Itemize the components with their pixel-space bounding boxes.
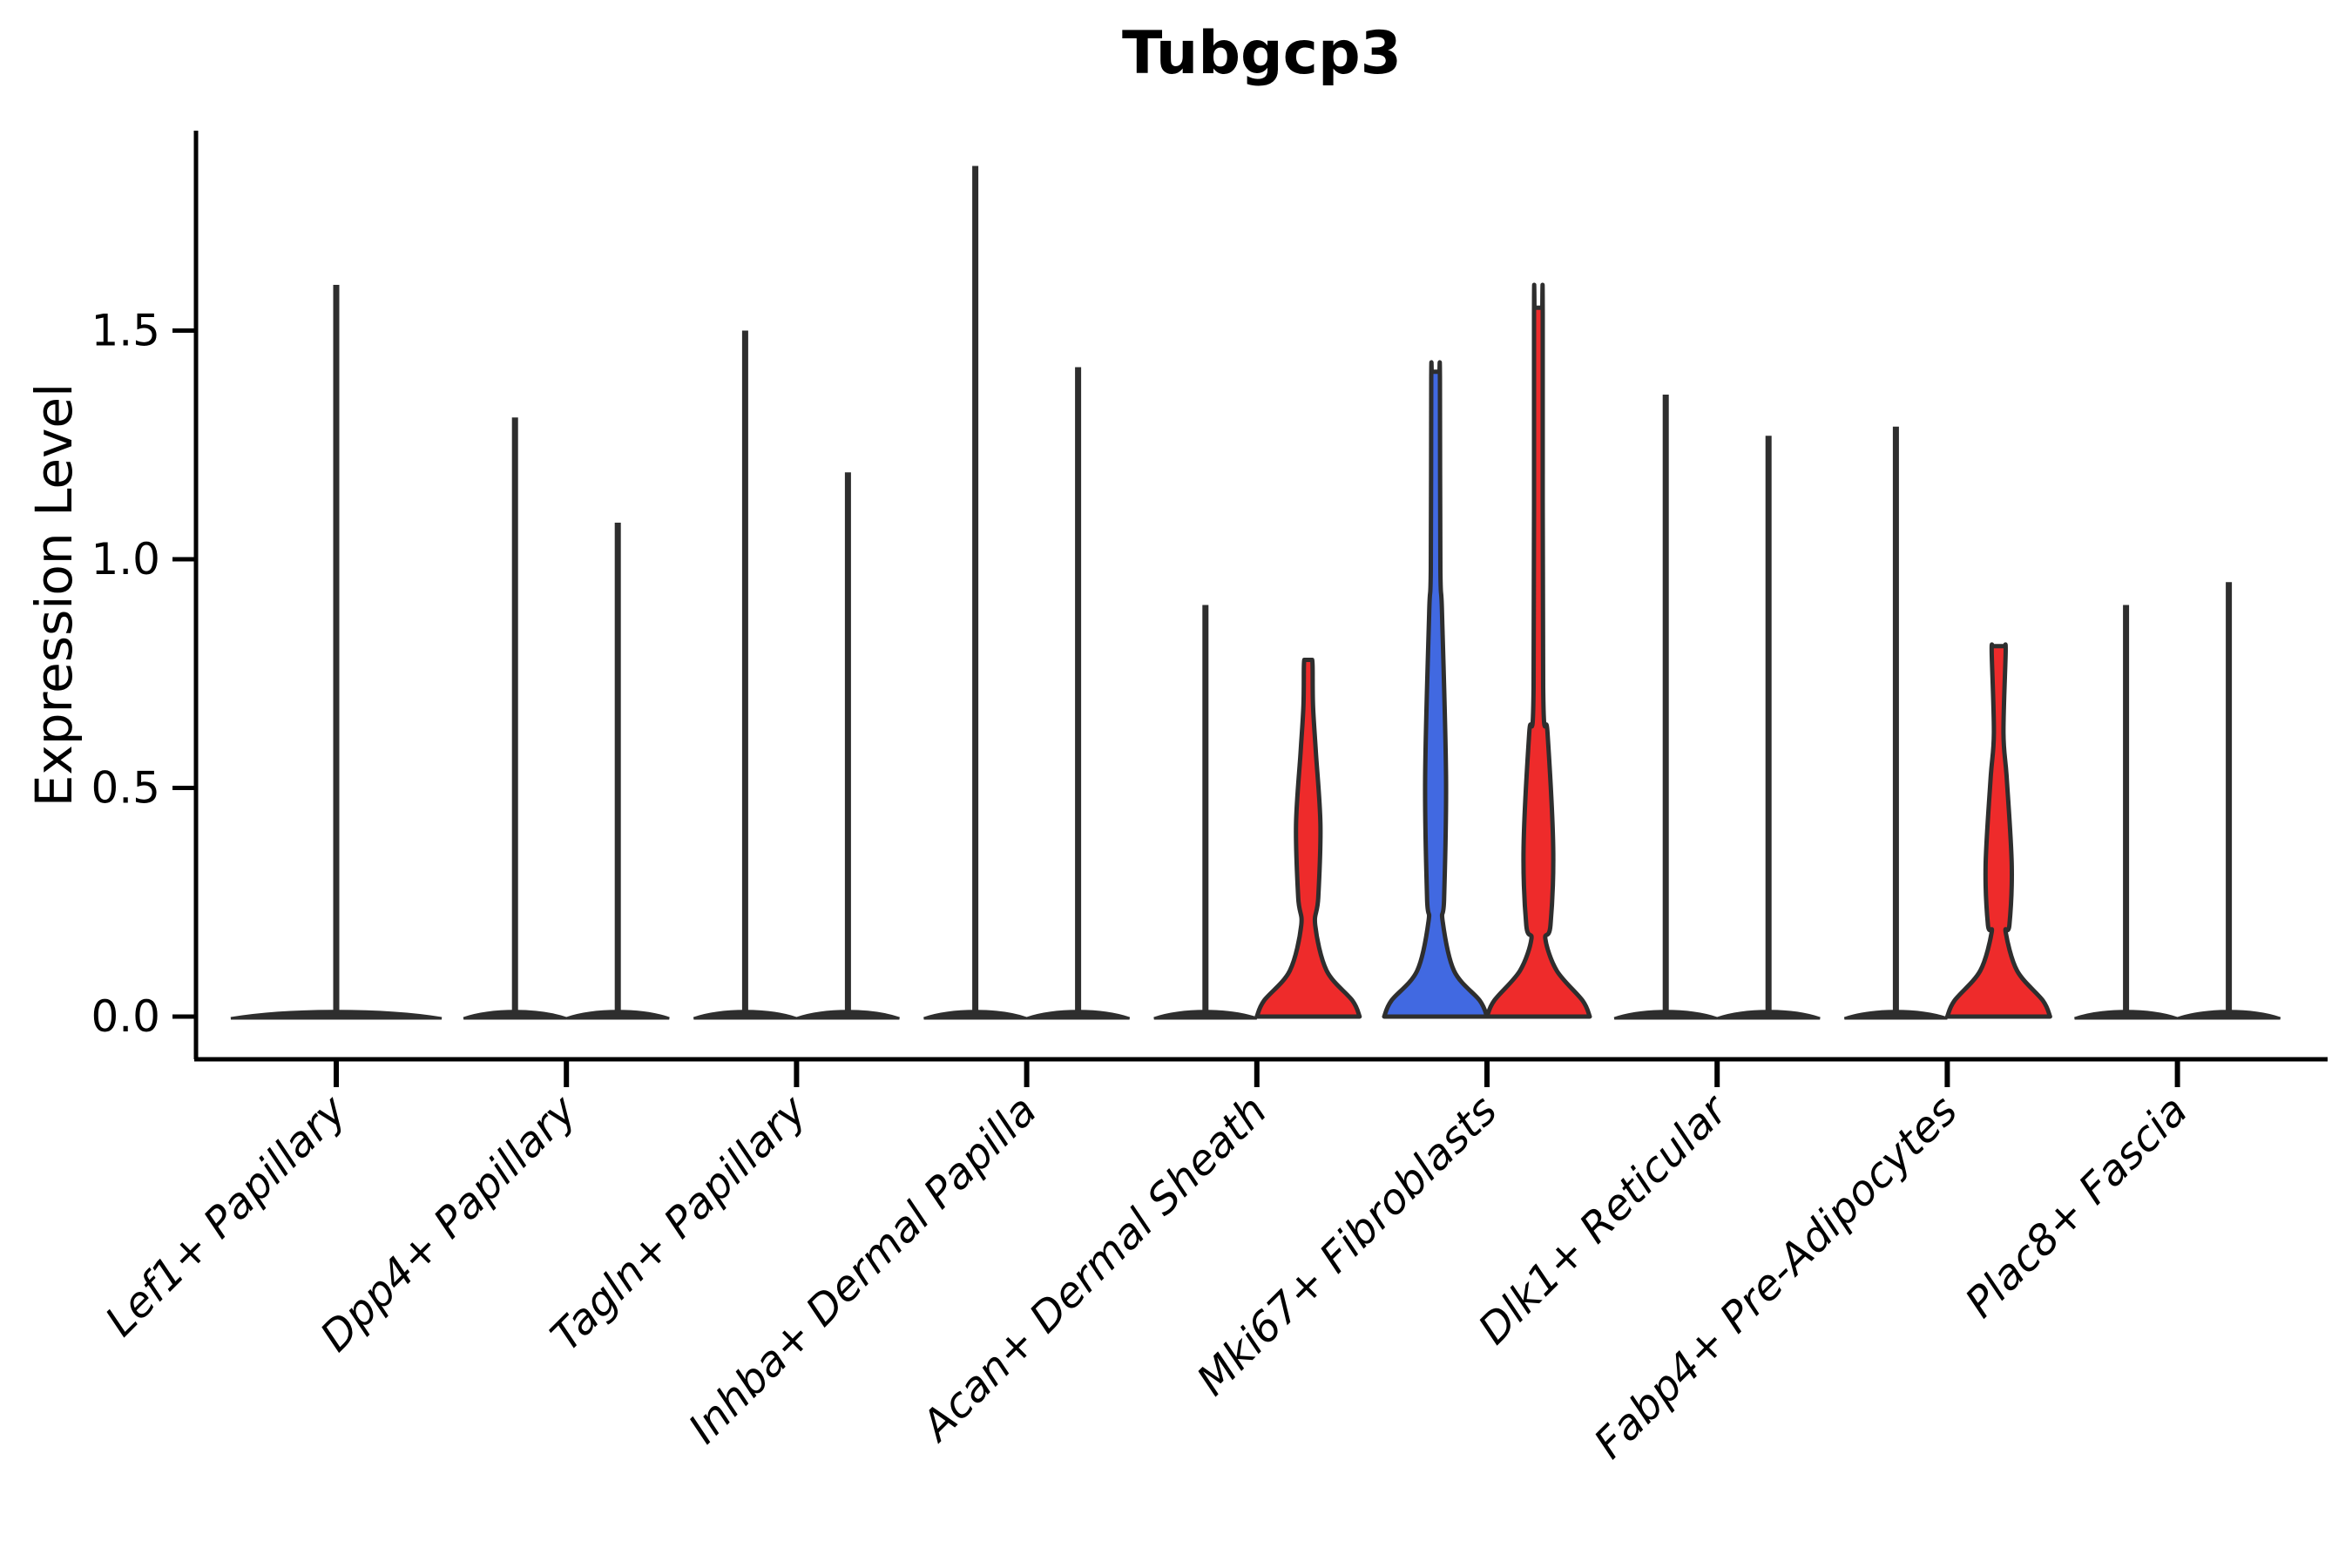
y-tick-label: 0.5	[91, 763, 160, 814]
violin-filled-red	[1254, 658, 1362, 1019]
y-axis-title: Expression Level	[24, 382, 84, 808]
y-tick-label: 0.0	[91, 991, 160, 1042]
y-tick-label: 1.0	[91, 534, 160, 585]
x-tick-label: Lef1+ Papillary	[96, 1085, 356, 1346]
chart-title: Tubgcp3	[1122, 19, 1402, 88]
x-tick-label: Dpp4+ Papillary	[311, 1085, 586, 1361]
x-tick-label: Plac8+ Fascia	[1956, 1086, 2197, 1328]
y-tick-label: 1.5	[91, 306, 160, 356]
x-tick-label: Fabp4+ Pre-Adipocytes	[1585, 1086, 1967, 1469]
x-tick-label: Tagln+ Papillary	[542, 1085, 817, 1361]
violin-filled-red	[1944, 642, 2052, 1019]
violin-filled-blue	[1382, 360, 1490, 1019]
x-tick-label: Dlk1+ Reticular	[1469, 1085, 1739, 1355]
violin-filled-red	[1484, 282, 1592, 1019]
